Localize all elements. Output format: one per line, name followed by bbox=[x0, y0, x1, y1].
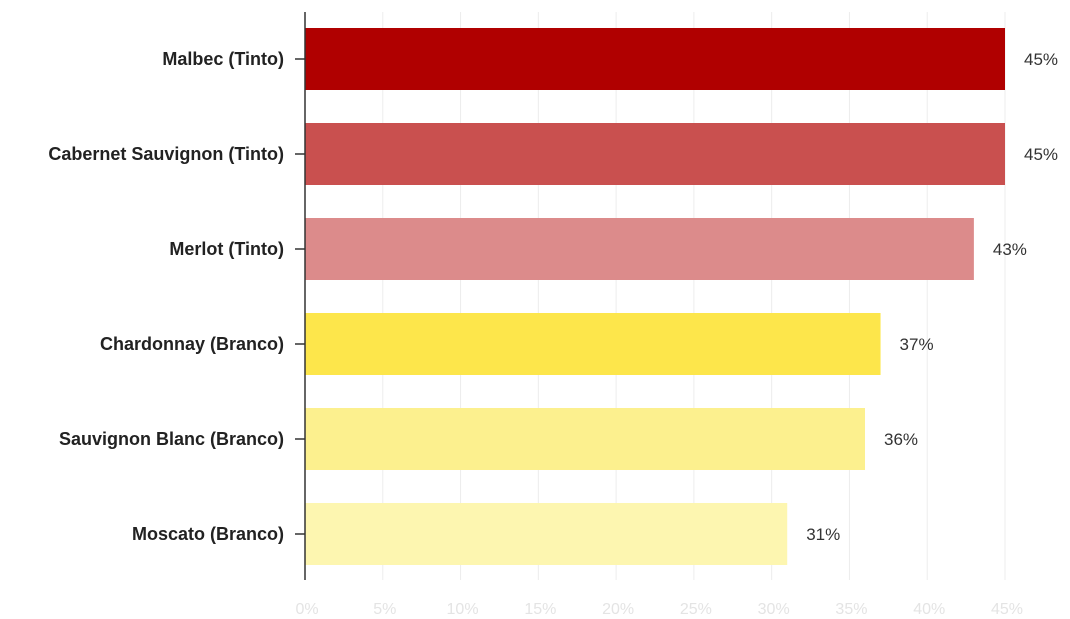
data-label: 31% bbox=[806, 525, 840, 544]
bar bbox=[305, 313, 881, 375]
category-label: Chardonnay (Branco) bbox=[100, 334, 284, 354]
bar bbox=[305, 218, 974, 280]
gridlines bbox=[382, 12, 1006, 580]
x-tick-label: 15% bbox=[524, 601, 556, 618]
bar bbox=[305, 123, 1005, 185]
bars bbox=[305, 28, 1005, 565]
x-tick-label: 40% bbox=[913, 601, 945, 618]
x-tick-label: 45% bbox=[991, 601, 1023, 618]
category-label: Merlot (Tinto) bbox=[169, 239, 284, 259]
data-label: 43% bbox=[993, 240, 1027, 259]
data-label: 45% bbox=[1024, 50, 1058, 69]
category-label: Moscato (Branco) bbox=[132, 524, 284, 544]
data-label: 37% bbox=[900, 335, 934, 354]
data-label: 45% bbox=[1024, 145, 1058, 164]
axes bbox=[295, 12, 306, 580]
x-tick-label: 20% bbox=[602, 601, 634, 618]
category-label: Malbec (Tinto) bbox=[162, 49, 284, 69]
labels: 0% 5% 10% 15% 20% 25% 30% 35% 40% 45% Malbec (Tint… bbox=[48, 49, 1058, 618]
bar bbox=[305, 503, 788, 565]
x-tick-label: 35% bbox=[835, 601, 867, 618]
data-label: 36% bbox=[884, 430, 918, 449]
category-label: Sauvignon Blanc (Branco) bbox=[59, 429, 284, 449]
x-tick-label: 25% bbox=[680, 601, 712, 618]
x-tick-label: 5% bbox=[373, 601, 396, 618]
bar bbox=[305, 28, 1005, 90]
x-tick-label: 0% bbox=[295, 601, 318, 618]
x-tick-label: 10% bbox=[447, 601, 479, 618]
bar bbox=[305, 408, 865, 470]
category-label: Cabernet Sauvignon (Tinto) bbox=[48, 144, 284, 164]
x-tick-label: 30% bbox=[758, 601, 790, 618]
